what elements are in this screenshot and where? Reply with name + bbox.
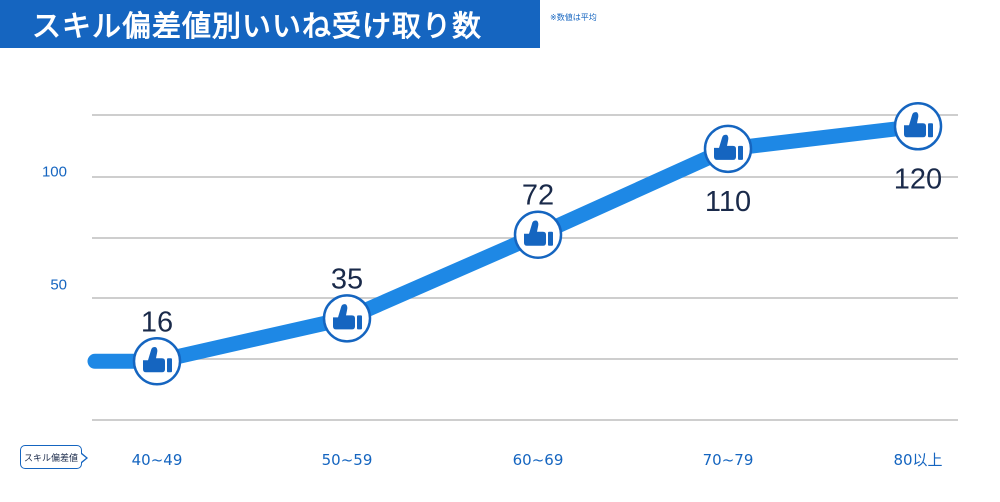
- x-tick-label: 50~59: [322, 451, 373, 469]
- data-label: 35: [331, 263, 363, 295]
- thumbs-up-icon: [143, 347, 172, 373]
- x-tick-label: 80以上: [893, 451, 942, 469]
- x-tick-label: 70~79: [703, 451, 754, 469]
- x-tick-label: 40~49: [132, 451, 183, 469]
- data-label: 72: [522, 180, 554, 212]
- data-point-marker: [893, 102, 943, 151]
- thumb-cuff: [548, 231, 553, 246]
- thumb-cuff: [928, 123, 933, 138]
- title-banner: スキル偏差値別いいね受け取り数: [0, 0, 540, 48]
- chart-title: スキル偏差値別いいね受け取り数: [32, 9, 483, 43]
- y-tick-label: 100: [42, 163, 67, 180]
- x-axis-title-badge: スキル偏差値: [20, 445, 88, 469]
- thumbs-up-icon: [524, 220, 553, 246]
- x-tick-label: 60~69: [513, 451, 564, 469]
- thumb-shape: [143, 347, 165, 373]
- series-line: [87, 118, 926, 369]
- y-tick-label: 50: [50, 276, 67, 293]
- thumb-shape: [714, 134, 736, 160]
- thumbs-up-icon: [904, 112, 933, 138]
- thumb-cuff: [167, 358, 172, 373]
- thumb-cuff: [357, 315, 362, 330]
- data-label: 110: [705, 186, 751, 218]
- data-point-marker: [322, 294, 372, 343]
- thumbs-up-icon: [333, 304, 362, 330]
- thumb-shape: [904, 112, 926, 138]
- data-label: 16: [141, 306, 173, 338]
- thumb-shape: [524, 220, 546, 246]
- data-point-marker: [132, 337, 182, 386]
- thumbs-up-icon: [714, 134, 743, 160]
- data-point-marker: [703, 124, 753, 174]
- data-point-marker: [513, 210, 563, 259]
- thumb-shape: [333, 304, 355, 330]
- data-label: 120: [894, 163, 942, 195]
- chart-note: ※数値は平均: [550, 13, 597, 22]
- thumb-cuff: [738, 145, 743, 160]
